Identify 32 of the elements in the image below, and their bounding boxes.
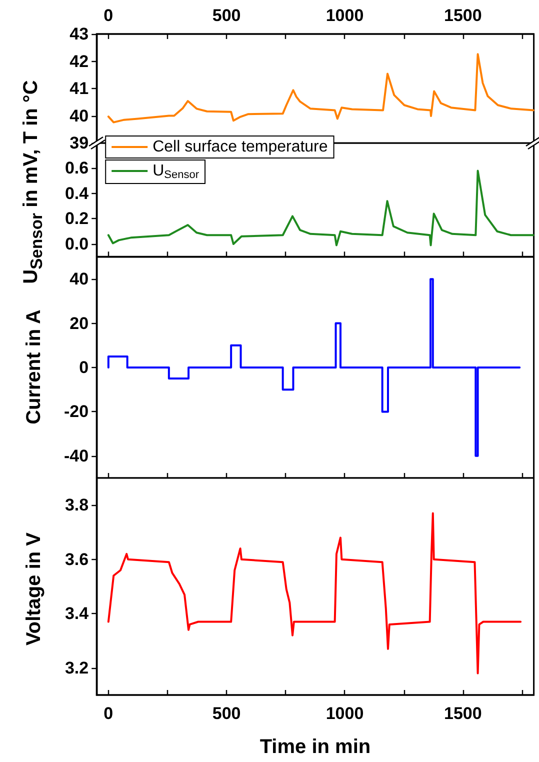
y-tick-label: -20	[64, 402, 89, 421]
line-series	[107, 53, 534, 124]
y-tick-label: 3.4	[64, 604, 90, 623]
y-tick-label: 40	[70, 269, 89, 288]
y-tick-label: 0.0	[64, 234, 89, 254]
y-tick-label: 0.4	[64, 184, 90, 203]
y-tick-label: 40	[70, 106, 89, 126]
x-tick-label: 1000	[326, 704, 364, 723]
y-tick-label: 0.6	[64, 158, 89, 178]
x-tick-label: 0	[104, 6, 114, 25]
x-tick-label: 500	[212, 704, 241, 723]
y-axis-title: Current in A	[23, 309, 45, 424]
y-tick-label: 43	[70, 24, 89, 44]
x-tick-label: 500	[212, 6, 241, 25]
y-tick-label: 20	[70, 313, 89, 332]
y-tick-label: 3.8	[64, 495, 89, 514]
y-axis-title: Voltage in V	[23, 532, 45, 646]
x-tick-label: 1500	[444, 704, 482, 723]
legend-label: Cell surface temperature	[152, 138, 328, 156]
y-tick-label: 0.2	[64, 209, 89, 228]
x-axis-title: Time in min	[260, 736, 371, 758]
x-tick-label: 0	[104, 704, 114, 723]
y-tick-label: 39	[70, 134, 89, 152]
line-series	[107, 512, 522, 674]
x-tick-label: 1500	[444, 6, 482, 25]
x-tick-label: 1000	[326, 6, 364, 25]
y-tick-label: 3.6	[64, 549, 89, 568]
y-tick-label: 42	[70, 52, 89, 71]
y-tick-label: 0	[79, 358, 89, 377]
y-tick-label: 41	[70, 79, 89, 98]
y-tick-label: -40	[64, 446, 89, 465]
y-tick-label: 3.2	[64, 658, 89, 677]
